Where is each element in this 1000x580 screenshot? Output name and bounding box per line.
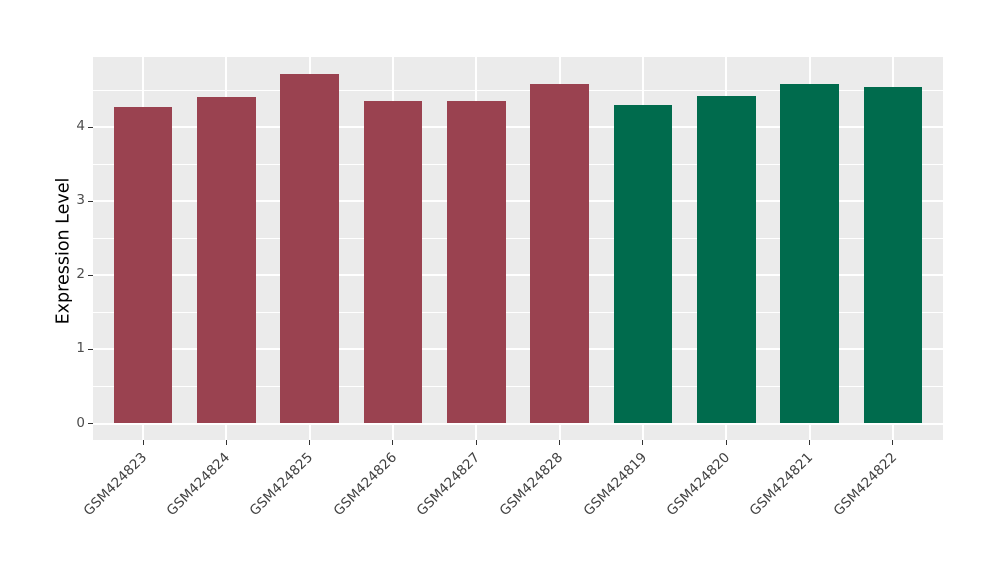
x-tick-label: GSM424823 <box>80 449 150 520</box>
x-tick-label: GSM424828 <box>497 449 567 520</box>
x-tick-label: GSM424827 <box>413 449 484 520</box>
y-tick-mark <box>88 274 93 276</box>
minor-gridline <box>93 385 943 387</box>
y-tick-label: 0 <box>76 414 85 431</box>
bar-GSM424824 <box>197 96 256 424</box>
y-tick-mark <box>88 348 93 350</box>
bar-GSM424819 <box>613 105 673 424</box>
bar-GSM424825 <box>280 73 339 424</box>
bar-GSM424820 <box>697 96 756 424</box>
y-tick-mark <box>88 423 93 424</box>
x-tick-mark <box>809 440 811 445</box>
x-tick-label: GSM424821 <box>747 449 817 520</box>
bar-GSM424827 <box>447 101 506 424</box>
major-gridline <box>93 422 943 425</box>
x-tick-mark <box>725 440 727 445</box>
major-gridline <box>93 200 943 203</box>
major-gridline <box>93 126 943 129</box>
x-tick-mark <box>475 440 477 445</box>
major-gridline <box>93 274 943 277</box>
bar-GSM424823 <box>113 107 173 424</box>
major-gridline <box>93 348 943 351</box>
y-tick-label: 3 <box>76 192 85 209</box>
x-tick-label: GSM424820 <box>663 449 734 520</box>
y-tick-mark <box>88 126 93 128</box>
x-tick-mark <box>642 440 644 445</box>
minor-gridline <box>93 237 943 239</box>
y-tick-label: 4 <box>76 118 85 135</box>
x-tick-label: GSM424822 <box>830 449 900 520</box>
x-tick-mark <box>392 440 394 445</box>
bar-GSM424821 <box>780 84 839 424</box>
x-tick-mark <box>892 440 894 445</box>
minor-gridline <box>93 89 943 91</box>
x-tick-mark <box>559 440 561 445</box>
x-tick-mark <box>225 440 227 445</box>
minor-gridline <box>93 311 943 313</box>
x-tick-label: GSM424819 <box>580 449 650 520</box>
y-tick-mark <box>88 200 93 202</box>
x-tick-label: GSM424825 <box>247 449 317 520</box>
x-tick-mark <box>142 440 144 445</box>
y-tick-label: 2 <box>76 266 85 283</box>
x-tick-label: GSM424826 <box>330 449 400 520</box>
bar-GSM424826 <box>363 101 423 424</box>
plot-panel <box>93 56 943 440</box>
y-axis-title: Expression Level <box>53 177 74 325</box>
bar-GSM424822 <box>863 86 923 424</box>
y-tick-label: 1 <box>76 340 85 357</box>
x-tick-label: GSM424824 <box>163 449 234 520</box>
minor-gridline <box>93 163 943 165</box>
bar-GSM424828 <box>530 83 589 424</box>
x-tick-mark <box>309 440 311 445</box>
